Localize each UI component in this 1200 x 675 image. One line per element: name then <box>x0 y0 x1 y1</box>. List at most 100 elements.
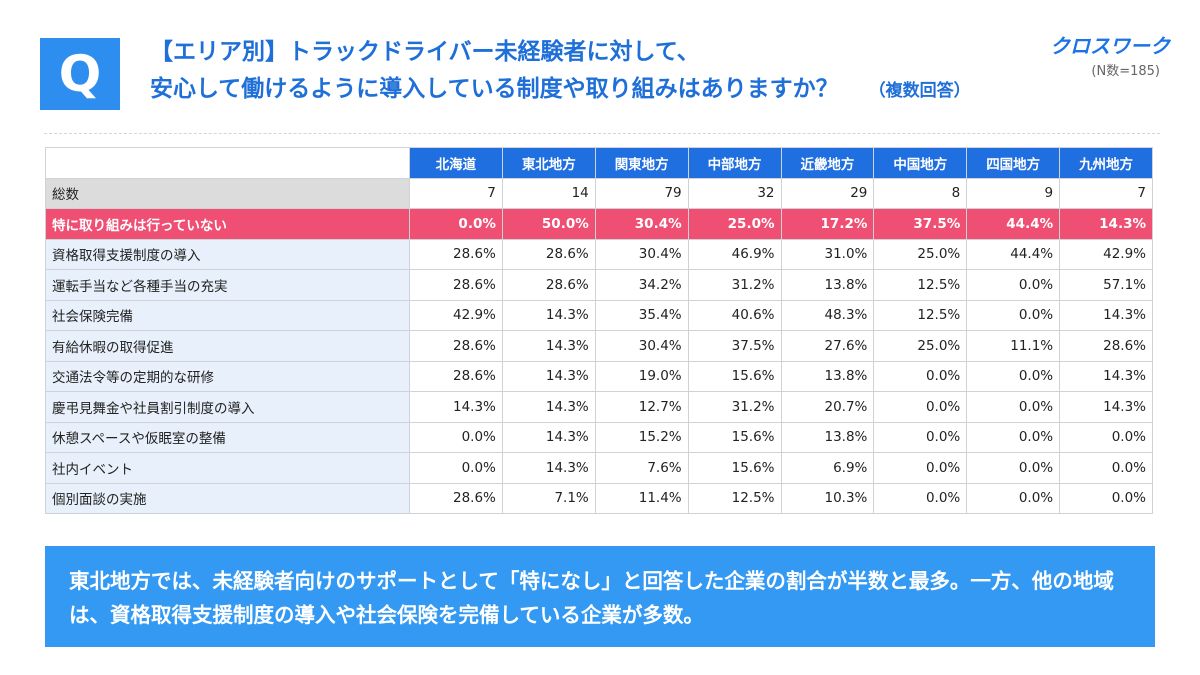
table-cell: 15.6% <box>687 452 782 484</box>
table-cell: 42.9% <box>1059 238 1153 270</box>
table-cell: 48.3% <box>780 299 875 331</box>
table-cell: 27.6% <box>780 330 875 362</box>
table-cell: 12.5% <box>873 269 968 301</box>
table-cell: 8 <box>873 177 968 209</box>
table-cell: 42.9% <box>409 299 503 331</box>
table-cell: 57.1% <box>1059 269 1153 301</box>
row-label: 慶弔見舞金や社員割引制度の導入 <box>45 391 410 423</box>
column-header: 中国地方 <box>873 147 968 179</box>
table-cell: 25.0% <box>873 238 968 270</box>
column-header: 四国地方 <box>966 147 1061 179</box>
table-cell: 28.6% <box>409 330 503 362</box>
table-cell: 14.3% <box>501 452 596 484</box>
column-header: 中部地方 <box>687 147 782 179</box>
table-cell: 35.4% <box>594 299 689 331</box>
table-cell: 30.4% <box>594 208 689 240</box>
table-cell: 14.3% <box>501 391 596 423</box>
table-cell: 25.0% <box>687 208 782 240</box>
table-cell: 7.6% <box>594 452 689 484</box>
column-header: 近畿地方 <box>780 147 875 179</box>
table-cell: 15.6% <box>687 360 782 392</box>
table-cell: 12.7% <box>594 391 689 423</box>
table-cell: 34.2% <box>594 269 689 301</box>
table-cell: 11.1% <box>966 330 1061 362</box>
table-row: 休憩スペースや仮眠室の整備 0.0% 14.3% 15.2% 15.6% 13.8% 0.0… <box>45 421 1153 453</box>
table-cell: 44.4% <box>966 208 1061 240</box>
table-cell: 28.6% <box>409 482 503 514</box>
column-header: 九州地方 <box>1059 147 1153 179</box>
title-line-2: 安心して働けるように導入している制度や取り組みはありますか？ （複数回答） <box>150 71 971 110</box>
divider <box>44 133 1160 134</box>
table-cell: 0.0% <box>1059 421 1153 453</box>
table-cell: 37.5% <box>687 330 782 362</box>
table-cell: 20.7% <box>780 391 875 423</box>
row-label: 特に取り組みは行っていない <box>45 208 410 240</box>
table-cell: 28.6% <box>409 269 503 301</box>
table-cell: 15.2% <box>594 421 689 453</box>
table-cell: 19.0% <box>594 360 689 392</box>
table-row: 社会保険完備 42.9% 14.3% 35.4% 40.6% 48.3% 12.5% 0.0%… <box>45 299 1153 331</box>
table-cell: 14.3% <box>1059 391 1153 423</box>
table-cell: 0.0% <box>966 421 1061 453</box>
table-cell: 28.6% <box>1059 330 1153 362</box>
table-cell: 13.8% <box>780 421 875 453</box>
table-cell: 37.5% <box>873 208 968 240</box>
table-cell: 14.3% <box>501 421 596 453</box>
row-label: 休憩スペースや仮眠室の整備 <box>45 421 410 453</box>
table-cell: 15.6% <box>687 421 782 453</box>
table-cell: 0.0% <box>966 360 1061 392</box>
table-cell: 32 <box>687 177 782 209</box>
table-cell: 31.0% <box>780 238 875 270</box>
table-cell: 46.9% <box>687 238 782 270</box>
table-cell: 12.5% <box>873 299 968 331</box>
column-header: 北海道 <box>409 147 503 179</box>
table-cell: 0.0% <box>873 391 968 423</box>
table-cell: 79 <box>594 177 689 209</box>
table-cell: 7.1% <box>501 482 596 514</box>
column-header: 関東地方 <box>594 147 689 179</box>
results-table: 北海道 東北地方 関東地方 中部地方 近畿地方 中国地方 四国地方 九州地方 総… <box>45 147 1153 514</box>
table-cell: 0.0% <box>966 482 1061 514</box>
table-cell: 31.2% <box>687 269 782 301</box>
table-cell: 14.3% <box>1059 208 1153 240</box>
table-row: 交通法令等の定期的な研修 28.6% 14.3% 19.0% 15.6% 13.8% 0.0… <box>45 360 1153 392</box>
table-cell: 11.4% <box>594 482 689 514</box>
table-cell: 28.6% <box>501 238 596 270</box>
row-label: 個別面談の実施 <box>45 482 410 514</box>
table-cell: 28.6% <box>409 360 503 392</box>
table-cell: 50.0% <box>501 208 596 240</box>
table-cell: 0.0% <box>409 208 503 240</box>
table-cell: 14.3% <box>501 360 596 392</box>
table-row: 慶弔見舞金や社員割引制度の導入 14.3% 14.3% 12.7% 31.2% 20.7%… <box>45 391 1153 423</box>
table-cell: 10.3% <box>780 482 875 514</box>
question-badge: Q <box>40 38 120 110</box>
highlight-row: 特に取り組みは行っていない 0.0% 50.0% 30.4% 25.0% 17.2% 37.… <box>45 208 1153 240</box>
table-cell: 13.8% <box>780 269 875 301</box>
table-header-row: 北海道 東北地方 関東地方 中部地方 近畿地方 中国地方 四国地方 九州地方 <box>45 147 1153 179</box>
table-cell: 0.0% <box>966 391 1061 423</box>
row-label: 有給休暇の取得促進 <box>45 330 410 362</box>
table-cell: 0.0% <box>966 269 1061 301</box>
table-cell: 14.3% <box>501 330 596 362</box>
table-row: 運転手当など各種手当の充実 28.6% 28.6% 34.2% 31.2% 13.8% 12… <box>45 269 1153 301</box>
table-row: 資格取得支援制度の導入 28.6% 28.6% 30.4% 46.9% 31.0% 25.0… <box>45 238 1153 270</box>
table-cell: 28.6% <box>409 238 503 270</box>
title-line-1: 【エリア別】トラックドライバー未経験者に対して、 <box>150 39 700 65</box>
row-label: 総数 <box>45 177 410 209</box>
table-cell: 14.3% <box>409 391 503 423</box>
total-row: 総数 7 14 79 32 29 8 9 7 <box>45 177 1153 209</box>
table-cell: 0.0% <box>1059 452 1153 484</box>
title-note: （複数回答） <box>868 81 971 101</box>
table-cell: 17.2% <box>780 208 875 240</box>
table-cell: 14 <box>501 177 596 209</box>
table-cell: 12.5% <box>687 482 782 514</box>
table-cell: 13.8% <box>780 360 875 392</box>
table-cell: 0.0% <box>1059 482 1153 514</box>
table-cell: 6.9% <box>780 452 875 484</box>
table-cell: 7 <box>1059 177 1153 209</box>
table-cell: 0.0% <box>873 360 968 392</box>
table-cell: 28.6% <box>501 269 596 301</box>
table-cell: 0.0% <box>409 421 503 453</box>
table-cell: 0.0% <box>873 452 968 484</box>
table-cell: 0.0% <box>409 452 503 484</box>
